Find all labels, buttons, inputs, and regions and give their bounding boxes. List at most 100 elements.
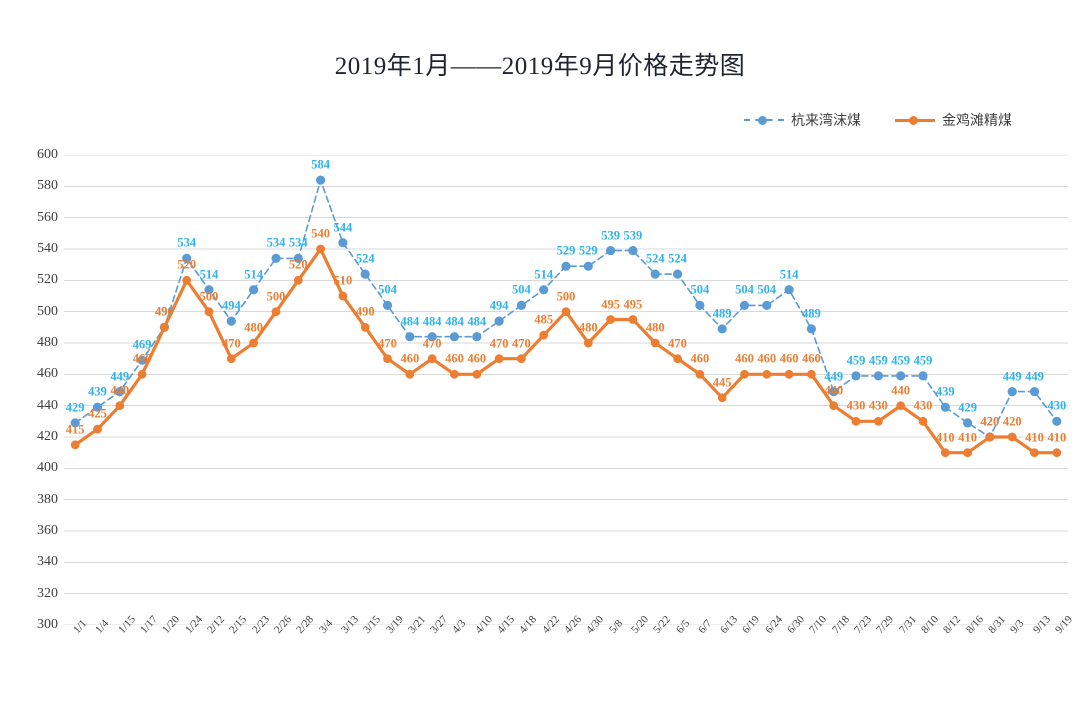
data-point-marker[interactable] bbox=[717, 324, 727, 334]
y-axis-tick-label: 600 bbox=[37, 147, 58, 162]
x-axis: 1/1 1/4 1/15 1/17 1/20 1/24 2/12 2/15 2/23 2/26 2/… bbox=[64, 613, 1075, 698]
data-point-marker[interactable] bbox=[494, 354, 504, 364]
data-point-marker[interactable] bbox=[427, 354, 437, 364]
data-point-marker[interactable] bbox=[382, 300, 393, 310]
data-point-marker[interactable] bbox=[829, 401, 839, 411]
data-point-marker[interactable] bbox=[740, 369, 749, 379]
data-point-marker[interactable] bbox=[561, 261, 571, 271]
data-point-marker[interactable] bbox=[606, 315, 615, 324]
data-point-marker[interactable] bbox=[472, 332, 482, 342]
data-point-marker[interactable] bbox=[182, 275, 192, 285]
data-point-marker[interactable] bbox=[739, 300, 750, 310]
data-point-marker[interactable] bbox=[784, 285, 794, 295]
data-point-marker[interactable] bbox=[70, 440, 80, 450]
data-point-marker[interactable] bbox=[561, 307, 571, 317]
data-label-orange: 480 bbox=[578, 320, 598, 335]
data-label-blue: 420 bbox=[980, 414, 1000, 429]
legend-item-blue[interactable]: 杭来湾沫煤 bbox=[744, 110, 861, 130]
data-point-marker[interactable] bbox=[650, 269, 660, 279]
data-point-marker[interactable] bbox=[583, 338, 593, 348]
data-point-marker[interactable] bbox=[650, 338, 660, 348]
data-point-marker[interactable] bbox=[539, 285, 549, 295]
data-point-marker[interactable] bbox=[93, 424, 102, 434]
data-point-marker[interactable] bbox=[762, 300, 772, 310]
data-point-marker[interactable] bbox=[316, 244, 325, 254]
data-point-marker[interactable] bbox=[115, 401, 125, 411]
data-point-marker[interactable] bbox=[204, 285, 214, 295]
data-point-marker[interactable] bbox=[271, 253, 281, 263]
data-point-marker[interactable] bbox=[137, 369, 147, 379]
data-point-marker[interactable] bbox=[427, 332, 437, 342]
data-point-marker[interactable] bbox=[92, 402, 103, 412]
data-point-marker[interactable] bbox=[338, 238, 348, 248]
data-point-marker[interactable] bbox=[1007, 387, 1017, 397]
data-point-marker[interactable] bbox=[70, 418, 80, 428]
data-point-marker[interactable] bbox=[940, 402, 950, 412]
data-point-marker[interactable] bbox=[985, 432, 995, 442]
data-point-marker[interactable] bbox=[1007, 432, 1017, 442]
data-point-marker[interactable] bbox=[918, 371, 928, 381]
data-point-marker[interactable] bbox=[137, 355, 147, 365]
data-point-marker[interactable] bbox=[583, 261, 593, 271]
data-point-marker[interactable] bbox=[896, 401, 906, 411]
data-point-marker[interactable] bbox=[695, 300, 705, 310]
data-point-marker[interactable] bbox=[829, 387, 839, 397]
data-point-marker[interactable] bbox=[516, 300, 526, 310]
data-point-marker[interactable] bbox=[338, 291, 348, 301]
y-axis-tick-label: 420 bbox=[37, 429, 58, 444]
data-point-marker[interactable] bbox=[606, 246, 616, 256]
data-point-marker[interactable] bbox=[293, 275, 303, 285]
data-point-marker[interactable] bbox=[673, 354, 682, 364]
data-point-marker[interactable] bbox=[851, 371, 861, 381]
data-point-marker[interactable] bbox=[160, 322, 169, 332]
data-point-marker[interactable] bbox=[360, 322, 370, 332]
data-point-marker[interactable] bbox=[494, 316, 504, 326]
data-label-blue: 514 bbox=[199, 267, 219, 282]
data-label-blue: 489 bbox=[802, 306, 821, 321]
data-point-marker[interactable] bbox=[851, 416, 861, 426]
data-point-marker[interactable] bbox=[182, 253, 192, 263]
data-point-marker[interactable] bbox=[963, 418, 973, 428]
data-point-marker[interactable] bbox=[806, 324, 817, 334]
data-point-marker[interactable] bbox=[383, 354, 392, 364]
data-point-marker[interactable] bbox=[450, 369, 459, 379]
data-point-marker[interactable] bbox=[1052, 416, 1062, 426]
data-point-marker[interactable] bbox=[226, 354, 236, 364]
data-label-blue: 490 bbox=[155, 304, 174, 319]
data-point-marker[interactable] bbox=[271, 307, 281, 317]
data-point-marker[interactable] bbox=[628, 315, 638, 324]
data-point-marker[interactable] bbox=[918, 416, 928, 426]
data-label-orange: 500 bbox=[199, 289, 219, 304]
data-point-marker[interactable] bbox=[293, 253, 303, 263]
data-point-marker[interactable] bbox=[940, 448, 950, 458]
data-point-marker[interactable] bbox=[873, 371, 884, 381]
data-point-marker[interactable] bbox=[1052, 448, 1062, 458]
data-point-marker[interactable] bbox=[405, 332, 415, 342]
data-point-marker[interactable] bbox=[963, 448, 972, 458]
data-point-marker[interactable] bbox=[204, 307, 214, 317]
data-point-marker[interactable] bbox=[249, 285, 259, 295]
data-label-blue: 449 bbox=[824, 369, 844, 384]
data-point-marker[interactable] bbox=[1030, 448, 1039, 458]
data-point-marker[interactable] bbox=[226, 316, 236, 326]
data-point-marker[interactable] bbox=[717, 393, 727, 403]
data-point-marker[interactable] bbox=[807, 369, 816, 379]
data-point-marker[interactable] bbox=[115, 387, 125, 397]
data-point-marker[interactable] bbox=[784, 369, 794, 379]
data-point-marker[interactable] bbox=[628, 246, 638, 256]
data-point-marker[interactable] bbox=[539, 330, 549, 340]
legend-item-orange[interactable]: 金鸡滩精煤 bbox=[895, 110, 1012, 130]
data-point-marker[interactable] bbox=[1029, 387, 1040, 397]
data-point-marker[interactable] bbox=[449, 332, 459, 342]
data-point-marker[interactable] bbox=[762, 369, 772, 379]
data-point-marker[interactable] bbox=[695, 369, 705, 379]
data-point-marker[interactable] bbox=[405, 369, 415, 379]
data-point-marker[interactable] bbox=[360, 269, 370, 279]
data-point-marker[interactable] bbox=[896, 371, 906, 381]
data-point-marker[interactable] bbox=[249, 338, 258, 348]
data-point-marker[interactable] bbox=[472, 369, 482, 379]
data-point-marker[interactable] bbox=[874, 416, 883, 426]
data-point-marker[interactable] bbox=[517, 354, 526, 364]
data-point-marker[interactable] bbox=[673, 269, 683, 279]
data-point-marker[interactable] bbox=[316, 175, 326, 185]
